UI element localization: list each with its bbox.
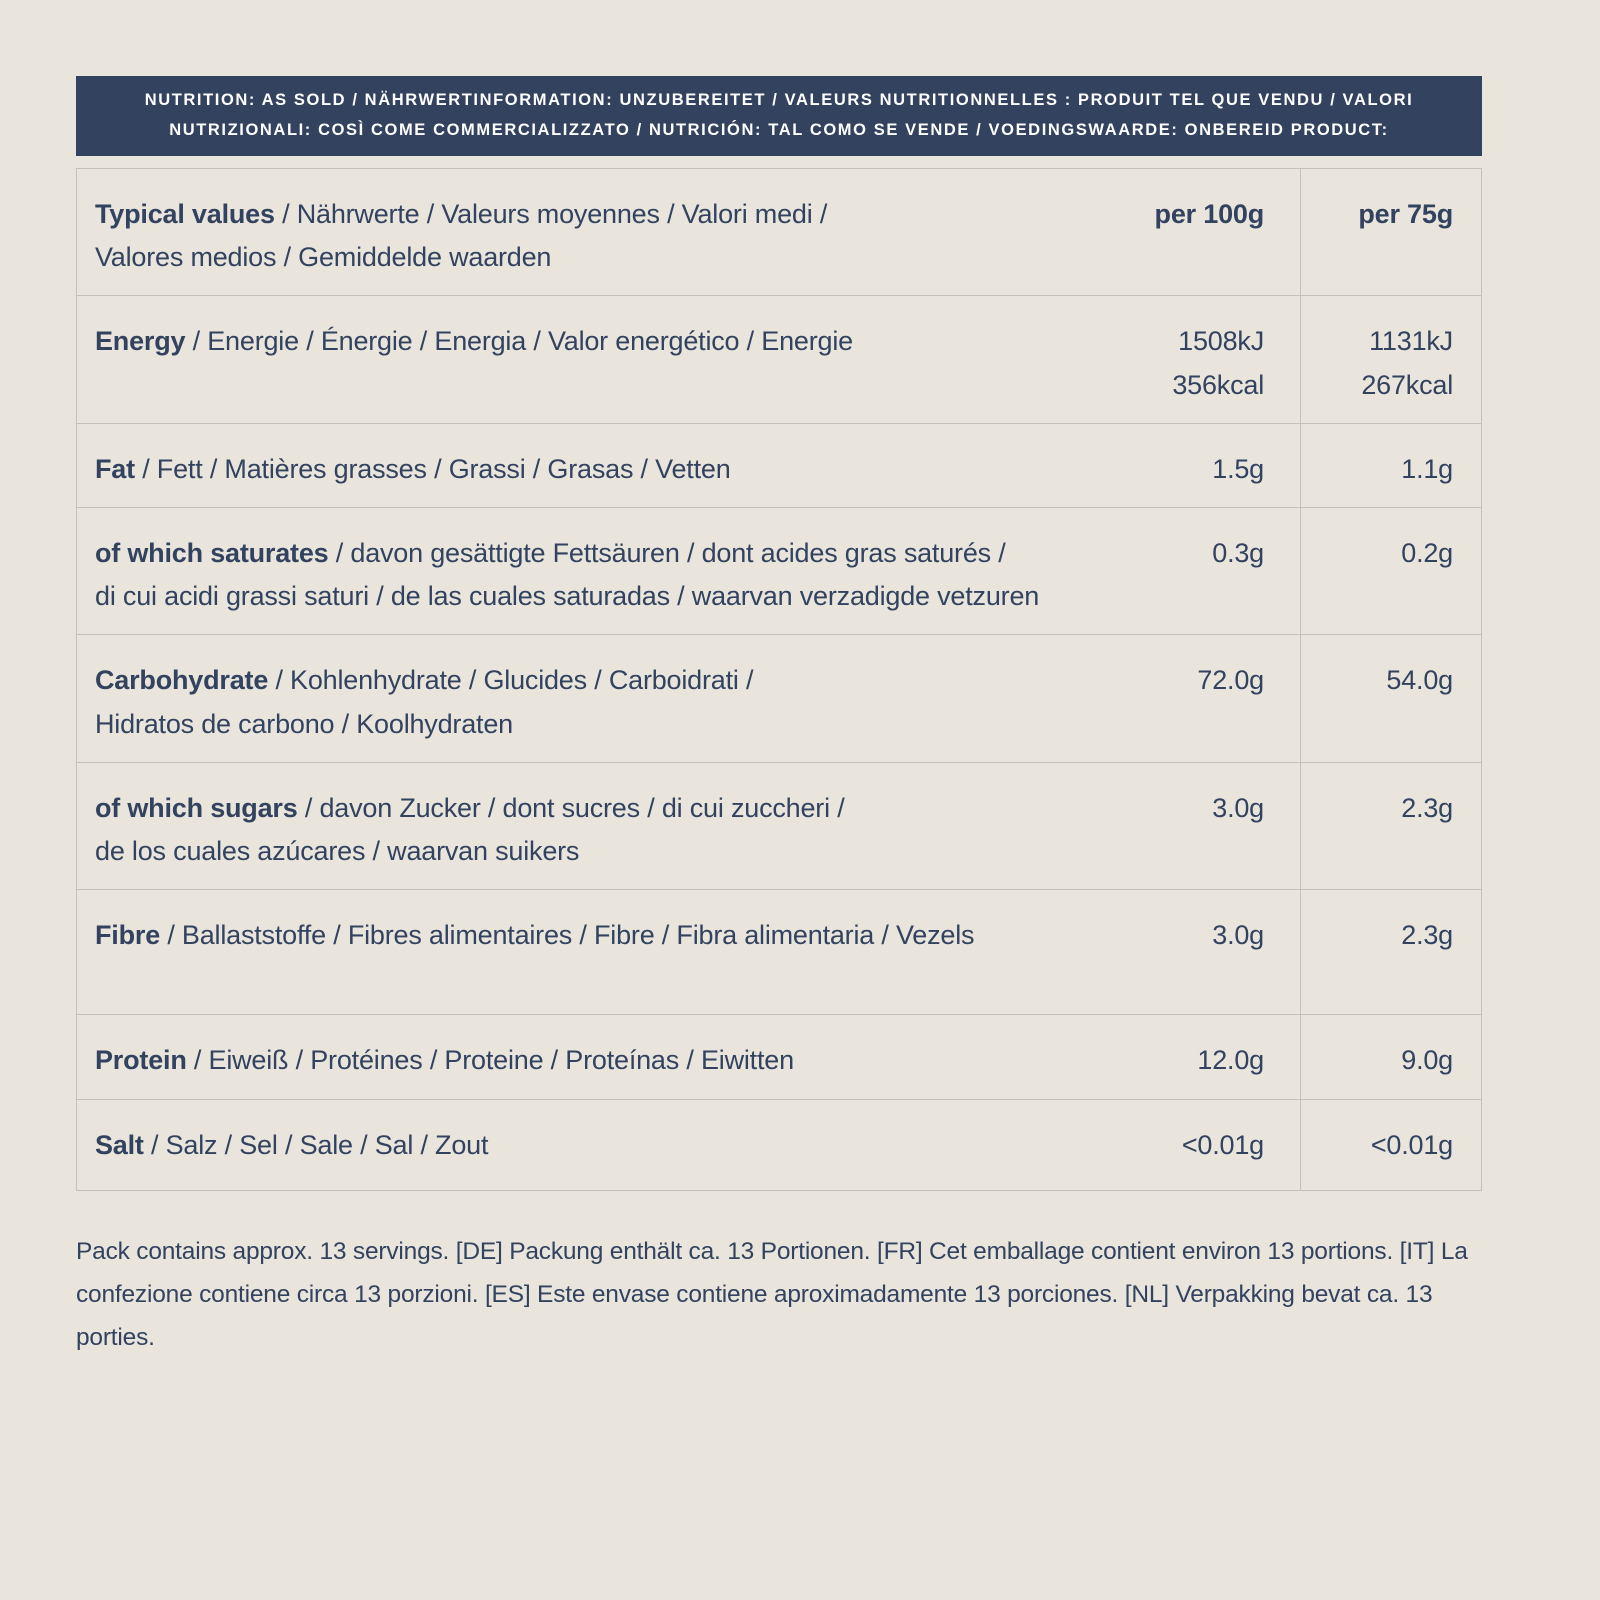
- column-header-per75g: per 75g: [1300, 169, 1481, 296]
- row-label-rest: / Kohlenhydrate / Glucides / Carboidrati…: [95, 665, 754, 739]
- servings-note: Pack contains approx. 13 servings. [DE] …: [76, 1238, 1468, 1351]
- table-header-row: Typical values / Nährwerte / Valeurs moy…: [77, 169, 1481, 297]
- row-label: Carbohydrate / Kohlenhydrate / Glucides …: [77, 635, 1070, 761]
- row-label: Salt / Salz / Sel / Sale / Sal / Zout: [77, 1100, 1070, 1190]
- nutrition-table: Typical values / Nährwerte / Valeurs moy…: [76, 168, 1482, 1192]
- row-value-per75g: 1.1g: [1300, 423, 1481, 507]
- row-label: of which sugars / davon Zucker / dont su…: [77, 763, 1070, 889]
- table-row: Energy / Energie / Énergie / Energia / V…: [77, 296, 1481, 424]
- row-label-bold: Fat: [95, 453, 135, 484]
- row-label-rest: / Salz / Sel / Sale / Sal / Zout: [143, 1130, 489, 1161]
- row-label-bold: Protein: [95, 1045, 187, 1076]
- row-value-per75g: <0.01g: [1300, 1100, 1481, 1191]
- row-value-per75g: 2.3g: [1300, 762, 1481, 890]
- nutrition-label: NUTRITION: AS SOLD / NÄHRWERTINFORMATION…: [76, 0, 1482, 1360]
- row-value-per75g: 1131kJ 267kcal: [1300, 296, 1481, 423]
- row-label: of which saturates / davon gesättigte Fe…: [77, 508, 1070, 634]
- header-label: Typical values / Nährwerte / Valeurs moy…: [77, 169, 1070, 295]
- row-label-bold: of which saturates: [95, 537, 329, 568]
- row-value-per75g: 54.0g: [1300, 635, 1481, 762]
- table-row: of which sugars / davon Zucker / dont su…: [77, 762, 1481, 891]
- row-value-per100g: 72.0g: [1197, 665, 1264, 696]
- header-label-bold: Typical values: [95, 199, 275, 229]
- row-label-rest: / Eiweiß / Protéines / Proteine / Proteí…: [186, 1045, 794, 1076]
- row-value-per100g: 12.0g: [1197, 1045, 1264, 1076]
- header-label-rest: / Nährwerte / Valeurs moyennes / Valori …: [95, 199, 828, 273]
- table-row: Fat / Fett / Matières grasses / Grassi /…: [77, 423, 1481, 508]
- nutrition-banner: NUTRITION: AS SOLD / NÄHRWERTINFORMATION…: [76, 76, 1482, 156]
- row-label-bold: Carbohydrate: [95, 665, 269, 696]
- row-value-per75g: 0.2g: [1300, 507, 1481, 635]
- column-header-per100g: per 100g: [1154, 199, 1265, 229]
- table-row: Carbohydrate / Kohlenhydrate / Glucides …: [77, 635, 1481, 763]
- row-label-rest: / Energie / Énergie / Energia / Valor en…: [185, 326, 853, 357]
- row-label-rest: / Fett / Matières grasses / Grassi / Gra…: [134, 453, 731, 484]
- row-label: Fat / Fett / Matières grasses / Grassi /…: [77, 424, 1070, 507]
- row-value-per100g: 1508kJ 356kcal: [1172, 326, 1264, 400]
- row-label-bold: Energy: [95, 326, 186, 357]
- row-label: Fibre / Ballaststoffe / Fibres alimentai…: [77, 890, 1070, 1014]
- table-row: of which saturates / davon gesättigte Fe…: [77, 507, 1481, 636]
- row-label-rest: / davon gesättigte Fettsäuren / dont aci…: [95, 537, 1040, 612]
- row-value-per100g: <0.01g: [1181, 1130, 1264, 1161]
- row-value-per75g: 9.0g: [1300, 1015, 1481, 1100]
- row-label: Energy / Energie / Énergie / Energia / V…: [77, 296, 1070, 422]
- row-label-rest: / Ballaststoffe / Fibres alimentaires / …: [160, 920, 975, 951]
- table-row: Salt / Salz / Sel / Sale / Sal / Zout <0…: [77, 1100, 1481, 1191]
- row-value-per100g: 3.0g: [1212, 792, 1264, 823]
- row-label-rest: / davon Zucker / dont sucres / di cui zu…: [95, 792, 845, 866]
- row-label-bold: Salt: [95, 1130, 144, 1161]
- table-row: Protein / Eiweiß / Protéines / Proteine …: [77, 1015, 1481, 1101]
- row-label-bold: of which sugars: [95, 792, 298, 823]
- row-label-bold: Fibre: [95, 920, 161, 951]
- row-label: Protein / Eiweiß / Protéines / Proteine …: [77, 1015, 1070, 1099]
- row-value-per100g: 3.0g: [1212, 920, 1264, 951]
- row-value-per100g: 0.3g: [1212, 537, 1264, 568]
- row-value-per75g: 2.3g: [1300, 890, 1481, 1015]
- row-value-per100g: 1.5g: [1212, 453, 1264, 484]
- table-row: Fibre / Ballaststoffe / Fibres alimentai…: [77, 890, 1481, 1016]
